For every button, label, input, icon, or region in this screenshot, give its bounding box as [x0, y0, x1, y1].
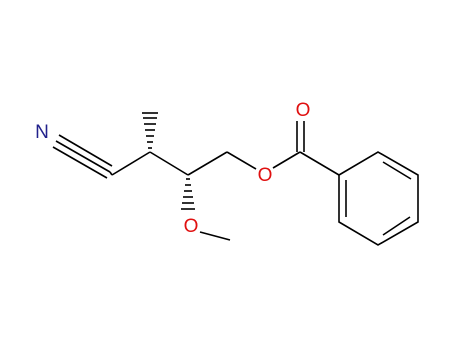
atom-label: O [296, 100, 311, 121]
bond [199, 231, 231, 241]
bond [226, 151, 257, 170]
bond [109, 171, 113, 176]
benzene-ring [338, 151, 419, 246]
hashed-wedge [142, 112, 158, 149]
atom-label: O [258, 165, 273, 186]
bond [149, 151, 189, 176]
bond [272, 151, 301, 169]
atom-label: N [35, 122, 49, 143]
bond [111, 151, 151, 176]
bond [187, 151, 228, 176]
atom-label: O [184, 216, 199, 237]
aromatic-bond [382, 161, 412, 180]
triple-bond [52, 134, 113, 179]
bond [299, 151, 340, 176]
hashed-wedge [181, 178, 195, 210]
aromatic-bond [382, 216, 411, 236]
